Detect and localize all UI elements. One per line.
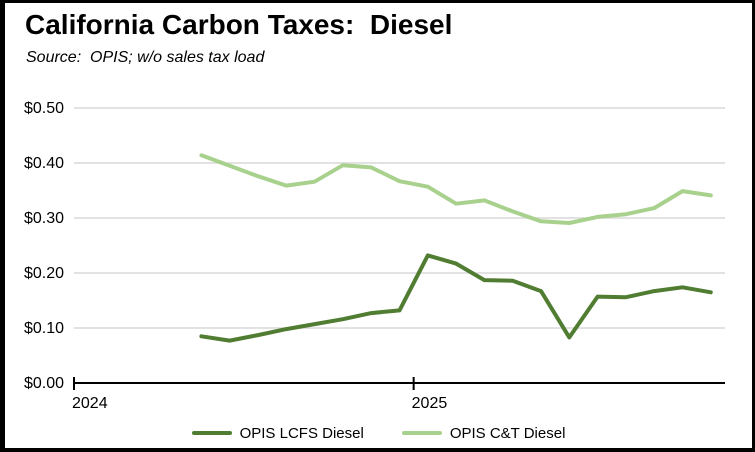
y-axis-tick-label: $0.50 xyxy=(24,100,64,117)
lcfs-line-swatch-icon xyxy=(191,431,232,435)
chart-title: California Carbon Taxes: Diesel xyxy=(25,9,453,40)
lcfs-series-line xyxy=(199,253,713,343)
legend-item-ct: OPIS C&T Diesel xyxy=(401,424,566,442)
line-chart-plot-area: $0.00 $0.10 $0.20 $0.30 $0.40 $0.50 2024 2025 xyxy=(24,100,725,412)
y-axis-tick-label: $0.40 xyxy=(24,155,64,172)
legend-label-lcfs: OPIS LCFS Diesel xyxy=(239,424,364,442)
chart-subtitle: Source: OPIS; w/o sales tax load xyxy=(26,49,265,66)
x-axis-tick-label: 2024 xyxy=(72,395,108,412)
y-axis-tick-label: $0.30 xyxy=(24,210,64,227)
x-axis-tick-label: 2025 xyxy=(412,395,448,412)
ct-line-swatch-icon xyxy=(401,431,442,435)
legend-item-lcfs: OPIS LCFS Diesel xyxy=(191,424,364,442)
chart-legend: OPIS LCFS Diesel OPIS C&T Diesel xyxy=(5,421,752,445)
y-axis-tick-label: $0.00 xyxy=(24,375,64,392)
y-axis-tick-label: $0.10 xyxy=(24,320,64,337)
y-axis-tick-label: $0.20 xyxy=(24,265,64,282)
legend-label-ct: OPIS C&T Diesel xyxy=(449,424,566,442)
ct-series-line xyxy=(199,153,713,225)
